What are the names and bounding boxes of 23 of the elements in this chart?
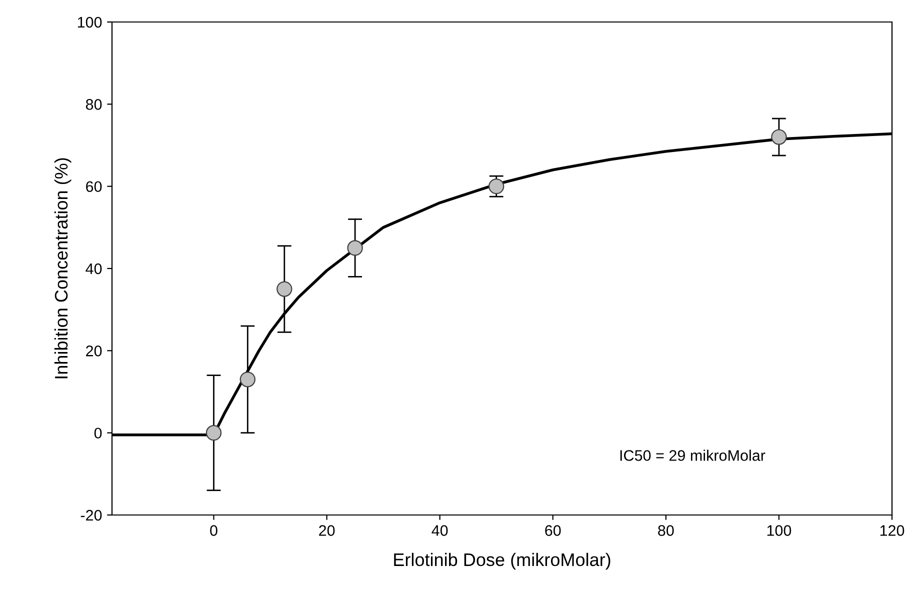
annotation: IC50 = 29 mikroMolar (620, 450, 766, 461)
point (488, 178, 504, 194)
x-tick-label: 120 (880, 525, 904, 536)
y-axis-title: Inhibition Concentration (%) (54, 158, 72, 378)
x-tick-label: 20 (319, 525, 335, 536)
x-tick-label: 80 (658, 525, 674, 536)
y-tick-label: 20 (86, 346, 102, 356)
x-tick-label: 100 (767, 525, 792, 536)
point (276, 281, 292, 297)
point (240, 372, 256, 388)
point (206, 424, 222, 441)
y-tick-label: 0 (94, 428, 102, 439)
x-tick-label: 0 (210, 525, 218, 536)
y-tick-label: 60 (86, 181, 102, 192)
y-tick-label: 40 (86, 263, 102, 274)
point (771, 129, 787, 145)
y-tick-label: -20 (80, 510, 102, 521)
x-tick-label: 40 (432, 525, 448, 536)
y-tick-label: 100 (78, 16, 102, 28)
y-tick-label: 80 (86, 99, 102, 110)
point (347, 240, 363, 256)
x-tick-label: 60 (545, 525, 561, 536)
x-axis-title: Erlotinib Dose (mikroMolar) (394, 552, 610, 570)
